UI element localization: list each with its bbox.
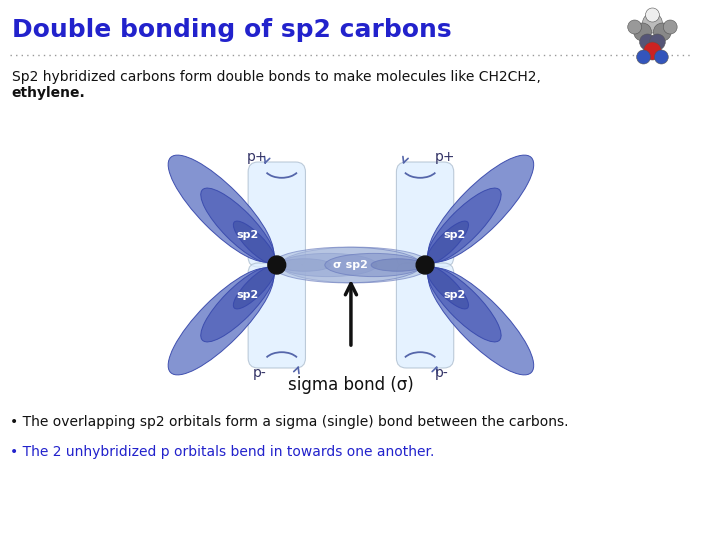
Text: Double bonding of sp2 carbons: Double bonding of sp2 carbons	[12, 18, 451, 42]
FancyBboxPatch shape	[248, 263, 305, 368]
Circle shape	[644, 42, 662, 60]
Text: Sp2 hybridized carbons form double bonds to make molecules like CH2CH2,: Sp2 hybridized carbons form double bonds…	[12, 70, 541, 84]
Circle shape	[649, 34, 665, 50]
FancyBboxPatch shape	[397, 263, 454, 368]
Circle shape	[654, 50, 668, 64]
Circle shape	[642, 13, 662, 33]
Ellipse shape	[168, 268, 274, 375]
Circle shape	[663, 20, 677, 34]
Ellipse shape	[427, 267, 501, 342]
Ellipse shape	[233, 221, 276, 264]
Ellipse shape	[168, 155, 274, 262]
Ellipse shape	[201, 188, 274, 263]
Ellipse shape	[426, 266, 469, 309]
Circle shape	[628, 20, 642, 34]
Text: sigma bond (σ): sigma bond (σ)	[288, 376, 414, 394]
Circle shape	[654, 23, 671, 41]
Ellipse shape	[426, 221, 469, 264]
Text: sp2: sp2	[444, 230, 466, 240]
Ellipse shape	[279, 253, 377, 276]
Text: σ sp2: σ sp2	[333, 260, 369, 270]
Ellipse shape	[278, 259, 330, 271]
Ellipse shape	[233, 266, 276, 309]
Text: ethylene.: ethylene.	[12, 86, 86, 100]
Text: sp2: sp2	[444, 289, 466, 300]
Text: sp2: sp2	[236, 230, 258, 240]
Text: p+: p+	[435, 150, 456, 164]
FancyBboxPatch shape	[397, 162, 454, 267]
Ellipse shape	[201, 267, 274, 342]
Circle shape	[646, 8, 660, 22]
Ellipse shape	[325, 253, 423, 276]
Circle shape	[634, 23, 652, 41]
Ellipse shape	[427, 188, 501, 263]
Ellipse shape	[428, 268, 534, 375]
Ellipse shape	[371, 259, 423, 271]
Text: • The overlapping sp2 orbitals form a sigma (single) bond between the carbons.: • The overlapping sp2 orbitals form a si…	[10, 415, 568, 429]
Text: p+: p+	[246, 150, 267, 164]
Circle shape	[639, 34, 655, 50]
Text: sp2: sp2	[236, 289, 258, 300]
Circle shape	[268, 256, 286, 274]
Text: • The 2 unhybridized p orbitals bend in towards one another.: • The 2 unhybridized p orbitals bend in …	[10, 445, 434, 459]
Circle shape	[636, 50, 650, 64]
Ellipse shape	[428, 155, 534, 262]
FancyBboxPatch shape	[248, 162, 305, 267]
Ellipse shape	[281, 247, 431, 283]
Circle shape	[416, 256, 434, 274]
Text: p-: p-	[435, 366, 449, 380]
Ellipse shape	[271, 247, 421, 283]
Text: p-: p-	[253, 366, 267, 380]
